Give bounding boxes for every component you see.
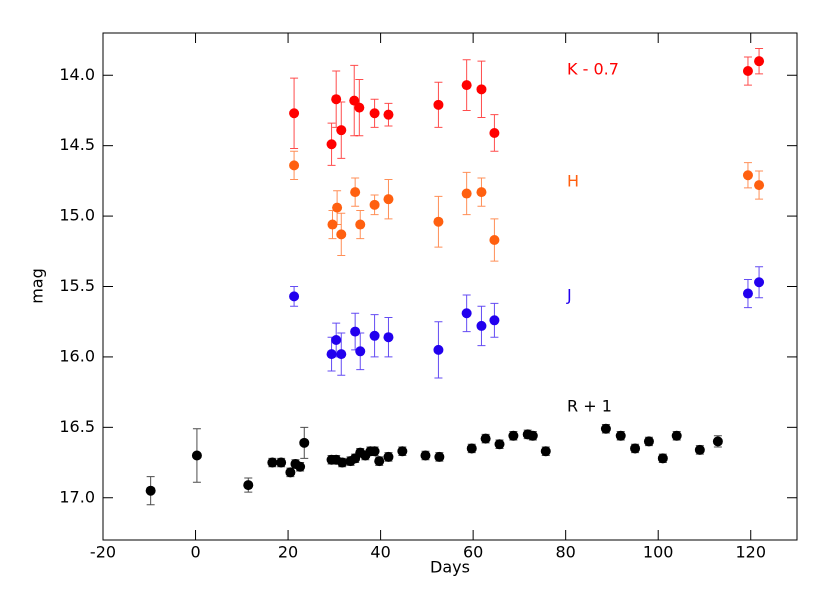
data-point [476,84,487,95]
data-point [336,125,347,136]
series-label: J [566,286,572,305]
data-point [331,94,342,105]
data-point [350,187,361,198]
data-point [461,308,472,319]
y-tick-label: 17.0 [59,487,95,506]
y-tick-label: 15.0 [59,206,95,225]
y-tick-label: 15.5 [59,276,95,295]
data-point [326,349,337,360]
data-point [643,436,654,447]
data-point [489,315,500,326]
y-tick-label: 14.5 [59,135,95,154]
data-point [383,451,394,462]
x-tick-label: 60 [463,543,483,562]
data-point [369,330,380,341]
data-point [289,160,300,171]
series-label: R + 1 [567,397,612,416]
y-tick-label: 16.0 [59,346,95,365]
data-point [276,457,287,468]
data-point [420,450,431,461]
data-point [355,219,366,230]
data-point [461,80,472,91]
x-tick-label: 80 [555,543,575,562]
data-point [349,95,360,106]
data-point [299,437,310,448]
data-point [374,456,385,467]
data-point [326,139,337,150]
data-point [383,332,394,343]
data-point [434,451,445,462]
data-point [369,199,380,210]
data-point [295,461,306,472]
data-point [508,430,519,441]
data-point [145,485,156,496]
data-point [540,446,551,457]
x-tick-label: 120 [735,543,766,562]
y-axis-label: mag [28,268,47,304]
series-label: H [567,172,579,191]
data-point [369,108,380,119]
plot-frame [102,32,798,541]
data-point [433,99,444,110]
data-point [336,229,347,240]
data-point [600,423,611,434]
x-tick-label: 100 [643,543,674,562]
data-point [327,219,338,230]
data-point [480,433,491,444]
data-point [337,457,348,468]
data-point [461,188,472,199]
data-point [712,436,723,447]
data-point [336,349,347,360]
data-point [355,346,366,357]
data-point [397,446,408,457]
x-tick-label: 40 [370,543,390,562]
data-point [369,446,380,457]
data-point [742,288,753,299]
data-point [267,457,278,468]
data-point [754,180,765,191]
data-point [489,235,500,246]
data-point [331,335,342,346]
data-point [742,66,753,77]
x-tick-label: -20 [90,543,116,562]
data-point [350,326,361,337]
data-point [332,202,343,213]
y-tick-label: 16.5 [59,417,95,436]
data-point [433,216,444,227]
data-point [657,453,668,464]
data-point [191,450,202,461]
y-tick-label: 14.0 [59,65,95,84]
data-point [285,467,296,478]
data-point [630,443,641,454]
data-point [476,187,487,198]
data-point [289,291,300,302]
data-point [433,344,444,355]
data-point [489,127,500,138]
data-point [527,430,538,441]
data-point [383,194,394,205]
data-point [289,108,300,119]
data-point [742,170,753,181]
data-point [466,443,477,454]
data-point [671,430,682,441]
data-point [476,320,487,331]
series-label: K - 0.7 [567,60,619,79]
x-tick-label: 20 [278,543,298,562]
data-point [243,480,254,491]
x-tick-label: 0 [190,543,200,562]
data-point [615,430,626,441]
x-axis-label: Days [430,558,470,577]
data-point [694,444,705,455]
data-point [494,439,505,450]
data-point [754,277,765,288]
data-point [754,56,765,67]
data-point [354,102,365,113]
data-point [383,109,394,120]
